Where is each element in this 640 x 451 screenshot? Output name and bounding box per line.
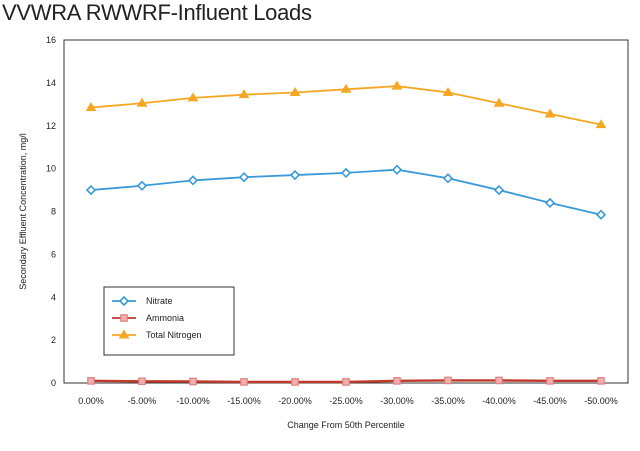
- x-tick-label: -50.00%: [584, 396, 618, 406]
- x-axis-title: Change From 50th Percentile: [287, 420, 405, 430]
- data-point-total-nitrogen: [187, 92, 199, 102]
- data-point-nitrate: [340, 167, 352, 179]
- y-tick-label: 10: [46, 164, 56, 174]
- data-point-nitrate: [289, 169, 301, 181]
- data-point-total-nitrogen: [340, 83, 352, 93]
- y-tick-label: 4: [51, 292, 56, 302]
- data-point-nitrate: [136, 180, 148, 191]
- data-point-nitrate: [238, 172, 250, 183]
- legend-marker-total-nitrogen: [118, 329, 130, 339]
- data-point-total-nitrogen: [391, 80, 403, 90]
- data-point-nitrate: [493, 184, 505, 196]
- x-tick-label: -35.00%: [431, 396, 465, 406]
- data-point-ammonia: [240, 378, 248, 386]
- data-point-ammonia: [87, 377, 95, 385]
- series-lines: [85, 80, 607, 386]
- data-point-ammonia: [189, 377, 197, 386]
- data-point-total-nitrogen: [544, 108, 556, 118]
- legend-label-total-nitrogen: Total Nitrogen: [146, 330, 202, 340]
- x-tick-label: -45.00%: [533, 396, 567, 406]
- y-tick-label: 0: [51, 378, 56, 388]
- y-tick-label: 8: [51, 207, 56, 217]
- data-point-ammonia: [342, 378, 350, 386]
- y-tick-label: 16: [46, 35, 56, 45]
- data-point-ammonia: [597, 377, 605, 385]
- data-point-ammonia: [291, 378, 299, 386]
- data-point-nitrate: [85, 184, 97, 196]
- y-axis-title: Secondary Effluent Concentration, mg/l: [18, 133, 28, 289]
- chart-title: VVWRA RWWRF-Influent Loads: [2, 0, 312, 25]
- data-point-ammonia: [495, 376, 503, 385]
- axis-labels: 0 2 4 6 8 10 12 14 16 0.00% -5.00% -10.00% -15.00% -2…: [18, 35, 618, 430]
- x-tick-label: 0.00%: [78, 396, 104, 406]
- legend: Nitrate Ammonia Total Nitrogen: [103, 286, 235, 356]
- data-point-ammonia: [444, 376, 452, 385]
- data-point-total-nitrogen: [595, 119, 607, 129]
- data-point-ammonia: [138, 377, 146, 386]
- data-point-ammonia: [393, 377, 401, 385]
- y-tick-label: 6: [51, 249, 56, 259]
- x-tick-label: -30.00%: [380, 396, 414, 406]
- data-point-ammonia: [546, 377, 554, 385]
- x-tick-label: -5.00%: [128, 396, 157, 406]
- legend-marker-ammonia: [120, 314, 128, 322]
- legend-marker-nitrate: [118, 295, 130, 307]
- data-point-total-nitrogen: [85, 102, 97, 112]
- y-tick-label: 14: [46, 78, 56, 88]
- x-tick-label: -40.00%: [482, 396, 516, 406]
- x-tick-label: -10.00%: [176, 396, 210, 406]
- data-point-nitrate: [442, 173, 454, 184]
- y-tick-label: 12: [46, 121, 56, 131]
- data-point-total-nitrogen: [493, 97, 505, 107]
- data-point-nitrate: [187, 175, 199, 186]
- data-point-total-nitrogen: [238, 89, 250, 99]
- data-point-nitrate: [391, 164, 403, 175]
- data-point-total-nitrogen: [289, 87, 301, 97]
- x-tick-label: -25.00%: [329, 396, 363, 406]
- y-tick-label: 2: [51, 335, 56, 345]
- x-tick-label: -20.00%: [278, 396, 312, 406]
- legend-label-ammonia: Ammonia: [146, 313, 184, 323]
- legend-label-nitrate: Nitrate: [146, 296, 173, 306]
- data-point-total-nitrogen: [442, 87, 454, 97]
- data-point-nitrate: [544, 197, 556, 209]
- data-point-total-nitrogen: [136, 97, 148, 107]
- data-point-nitrate: [595, 209, 607, 220]
- x-tick-label: -15.00%: [227, 396, 261, 406]
